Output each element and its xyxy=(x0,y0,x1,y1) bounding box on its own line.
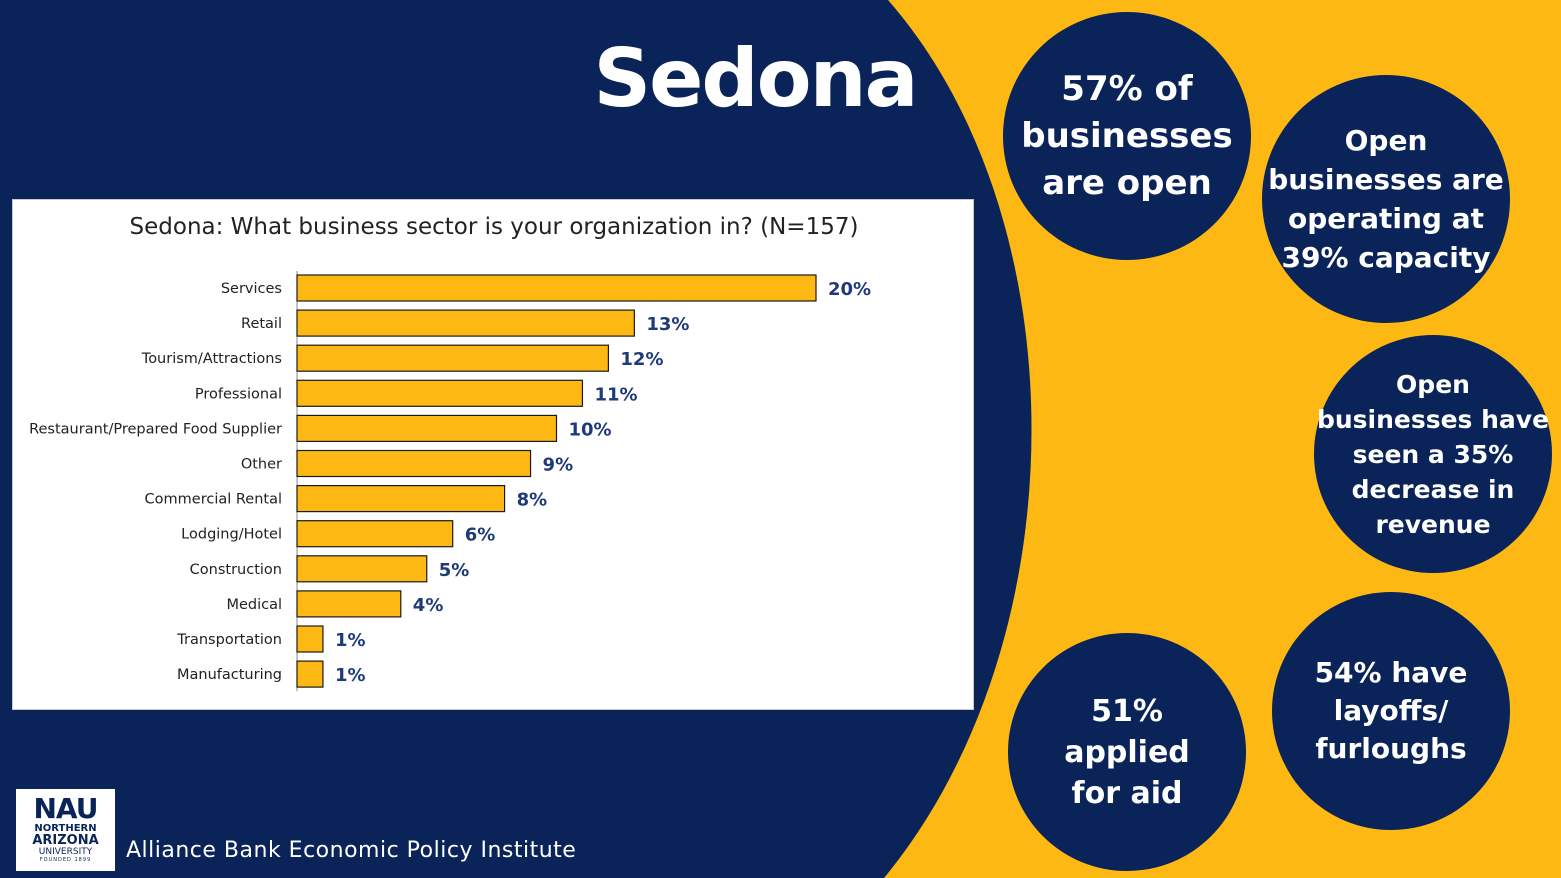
stat-line: 39% capacity xyxy=(1281,241,1491,274)
footer-institute-name: Alliance Bank Economic Policy Institute xyxy=(126,838,577,863)
stat-text: 54% have layoffs/furloughs xyxy=(1315,654,1468,768)
bar-tourism-attractions xyxy=(296,344,609,372)
stat-line: applied xyxy=(1064,734,1190,770)
chart-panel: Sedona: What business sector is your org… xyxy=(12,199,974,710)
stat-line: operating at xyxy=(1288,202,1484,235)
bar-chart: Services 20% Retail 13% Tourism/Attractions 1… xyxy=(29,271,871,692)
stat-bubble-layoffs: 54% have layoffs/furloughs xyxy=(1272,592,1510,830)
stat-bubble-applied-for-aid: 51% applied for aid xyxy=(1008,633,1246,871)
data-label: 4% xyxy=(413,595,444,616)
category-label: Medical xyxy=(226,597,282,613)
stat-line: furloughs xyxy=(1315,732,1467,765)
stat-text: Open businesses have seen a 35% decrease in… xyxy=(1317,367,1549,542)
stat-line: Open xyxy=(1344,124,1428,157)
bar-manufacturing xyxy=(296,660,324,688)
category-label: Restaurant/Prepared Food Supplier xyxy=(29,421,282,437)
stat-line: decrease in xyxy=(1351,474,1515,504)
stat-bubble-operating-capacity: Open businesses are operating at 39% capaci… xyxy=(1262,75,1510,323)
data-label: 11% xyxy=(594,384,637,405)
category-label: Tourism/Attractions xyxy=(141,351,282,367)
stat-line: layoffs/ xyxy=(1333,694,1449,727)
data-label: 10% xyxy=(569,419,612,440)
stat-line: seen a 35% xyxy=(1352,439,1514,469)
data-label: 20% xyxy=(828,279,871,300)
data-label: 1% xyxy=(335,630,366,651)
bar-restaurant-prepared-food-supplier xyxy=(296,414,558,442)
logo-text-founded: FOUNDED 1899 xyxy=(39,857,92,863)
stat-line: for aid xyxy=(1071,775,1183,811)
stat-line: Open xyxy=(1396,369,1470,399)
bar-construction xyxy=(296,555,428,583)
data-label: 9% xyxy=(543,455,574,476)
category-label: Manufacturing xyxy=(177,667,282,683)
stat-line: businesses have xyxy=(1316,404,1550,434)
stat-text: Open businesses are operating at 39% capaci… xyxy=(1268,121,1504,277)
category-label: Construction xyxy=(190,562,282,578)
data-label: 1% xyxy=(335,665,366,686)
stat-bubble-businesses-open: 57% of businesses are open xyxy=(1003,12,1251,260)
stat-line: 54% have xyxy=(1314,656,1468,689)
nau-logo: NAU NORTHERN ARIZONA UNIVERSITY FOUNDED … xyxy=(16,789,115,871)
bar-other xyxy=(296,449,532,478)
bar-medical xyxy=(296,590,402,618)
bar-services xyxy=(296,274,817,302)
stat-text: 57% of businesses are open xyxy=(1021,66,1232,207)
logo-text-university: UNIVERSITY xyxy=(38,847,93,857)
bar-commercial-rental xyxy=(296,485,506,513)
page-title: Sedona xyxy=(593,32,918,125)
category-label: Retail xyxy=(241,316,282,332)
logo-text-arizona: ARIZONA xyxy=(32,833,99,848)
data-label: 5% xyxy=(439,560,470,581)
category-label: Lodging/Hotel xyxy=(181,527,282,543)
data-label: 12% xyxy=(620,349,663,370)
stat-line: 57% of xyxy=(1061,68,1193,109)
stat-line: 51% xyxy=(1091,693,1163,729)
stat-text: 51% applied for aid xyxy=(1064,691,1190,814)
bar-transportation xyxy=(296,625,324,653)
logo-mark: NAU xyxy=(33,792,99,825)
bar-professional xyxy=(296,379,584,407)
category-label: Transportation xyxy=(176,632,282,648)
data-label: 13% xyxy=(646,314,689,335)
chart-title: Sedona: What business sector is your org… xyxy=(129,214,859,240)
stat-bubble-revenue-decrease: Open businesses have seen a 35% decrease in… xyxy=(1314,335,1552,573)
logo-text-northern: NORTHERN xyxy=(34,823,97,834)
stat-line: businesses are xyxy=(1268,163,1504,196)
stat-line: are open xyxy=(1042,162,1212,203)
category-label: Professional xyxy=(195,386,282,402)
category-label: Services xyxy=(221,281,282,297)
bar-lodging-hotel xyxy=(296,520,454,548)
data-label: 6% xyxy=(465,525,496,546)
stat-line: businesses xyxy=(1021,115,1233,156)
data-label: 8% xyxy=(517,490,548,511)
bar-retail xyxy=(296,309,635,337)
category-label: Commercial Rental xyxy=(145,492,282,508)
category-label: Other xyxy=(241,457,282,473)
stat-line: revenue xyxy=(1375,509,1491,539)
